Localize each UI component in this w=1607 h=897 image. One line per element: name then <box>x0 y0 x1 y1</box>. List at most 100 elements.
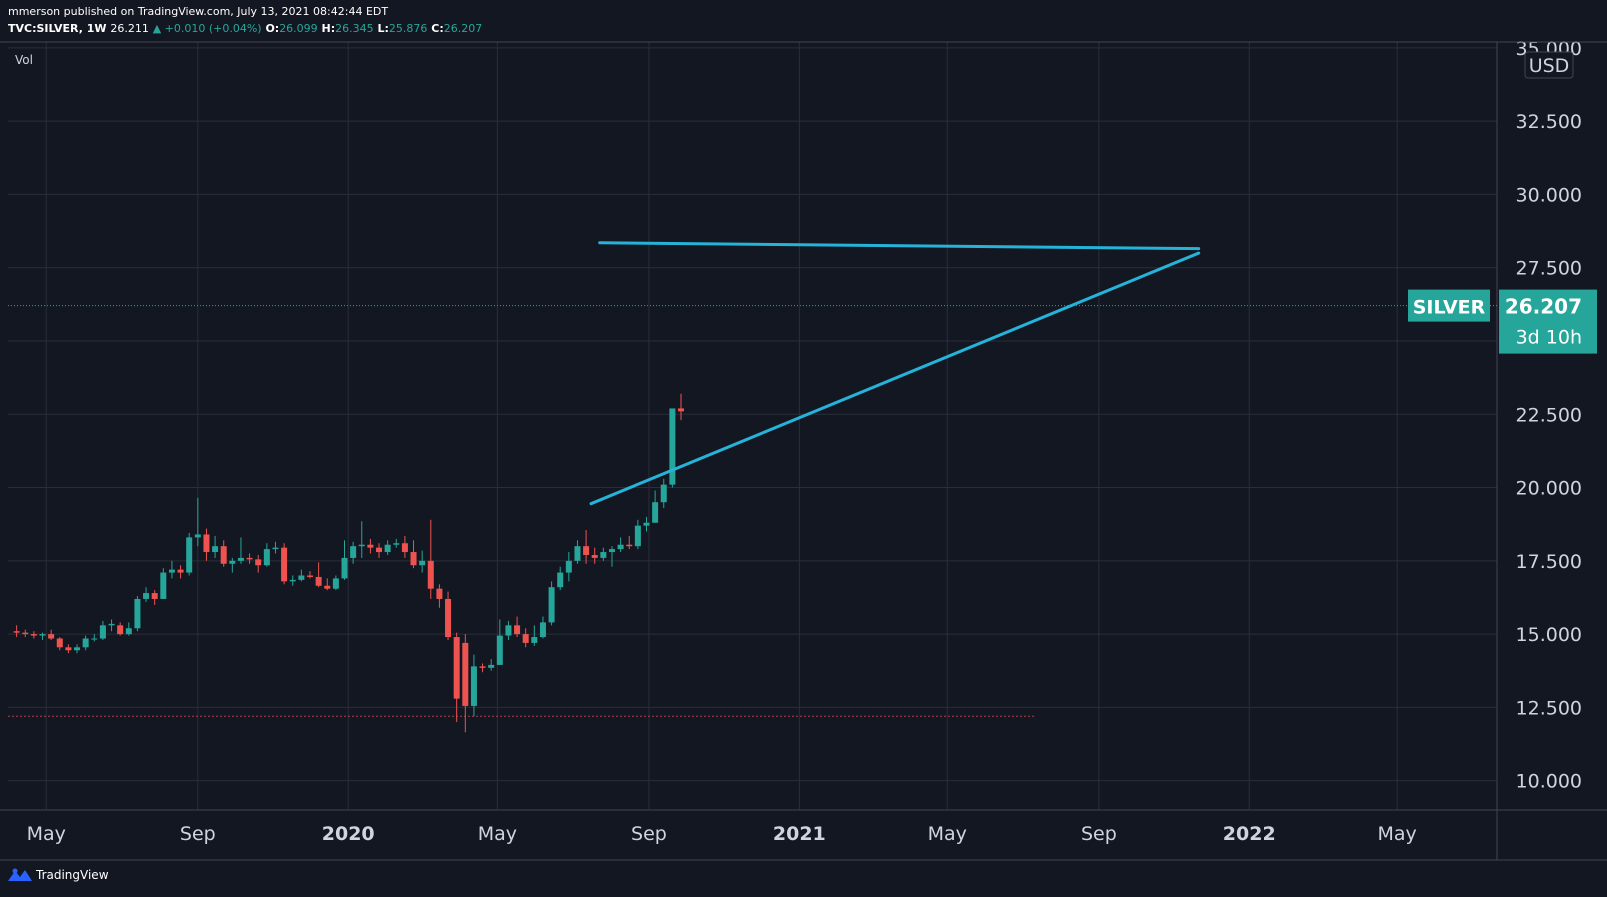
candle-body <box>401 543 408 553</box>
candle-body <box>617 544 624 550</box>
open-value: 26.099 <box>279 22 318 35</box>
resistance-trendline <box>598 241 1201 251</box>
x-tick-label: May <box>1378 823 1417 845</box>
candle-body <box>30 634 37 636</box>
y-tick-label: 30.000 <box>1516 184 1582 206</box>
candle-body <box>306 575 313 577</box>
candle-body <box>600 552 607 558</box>
candle-body <box>583 546 590 555</box>
candle-body <box>514 625 521 635</box>
candle-body <box>99 625 106 639</box>
currency-label: USD <box>1529 55 1570 77</box>
high-label: H: <box>321 22 336 35</box>
x-tick-label: 2022 <box>1223 823 1276 845</box>
candle-body <box>608 549 615 553</box>
candle-body <box>125 628 132 635</box>
x-tick-label: 2021 <box>773 823 826 845</box>
candle-body <box>168 569 175 573</box>
candle-body <box>324 585 331 589</box>
candle-body <box>341 557 348 579</box>
candle-body <box>246 557 253 560</box>
currency-badge <box>1524 51 1574 79</box>
candle-body <box>48 634 55 639</box>
candle-body <box>143 593 150 599</box>
x-tick-label: May <box>478 823 517 845</box>
symbol-label: TVC:SILVER, 1W <box>8 22 107 35</box>
y-tick-label: 12.500 <box>1516 697 1582 719</box>
candle-body <box>272 547 279 550</box>
candle-body <box>203 534 210 553</box>
candle-body <box>255 559 262 566</box>
change-value: ▲ +0.010 (+0.04%) <box>152 22 262 35</box>
candle-body <box>660 484 667 503</box>
support-trendline <box>589 251 1201 506</box>
candle-body <box>376 547 383 553</box>
candle-body <box>56 638 63 648</box>
candle-body <box>470 666 477 706</box>
candle-body <box>108 623 115 626</box>
x-tick-label: Sep <box>1081 823 1117 845</box>
candle-body <box>65 647 72 651</box>
y-tick-label: 15.000 <box>1516 624 1582 646</box>
y-tick-label: 27.500 <box>1516 258 1582 280</box>
candle-body <box>22 632 29 635</box>
candle-body <box>384 544 391 553</box>
x-tick-label: 2020 <box>322 823 375 845</box>
ohlc-legend: TVC:SILVER, 1W 26.211 ▲ +0.010 (+0.04%) … <box>8 22 482 35</box>
y-tick-label: 22.500 <box>1516 404 1582 426</box>
candle-body <box>591 554 598 558</box>
pane-label: Vol <box>15 53 33 67</box>
last-price-label: 26.207 <box>1505 295 1582 319</box>
candle-body <box>91 638 98 640</box>
candle-body <box>557 572 564 588</box>
candle-body <box>410 552 417 566</box>
candle-body <box>419 560 426 566</box>
bar-countdown-label: 3d 10h <box>1516 327 1582 349</box>
close-label: C: <box>431 22 444 35</box>
candle-body <box>160 572 167 599</box>
candle-body <box>522 634 529 643</box>
candle-body <box>194 534 201 538</box>
candle-body <box>436 588 443 599</box>
brand-name: TradingView <box>36 868 109 882</box>
candle-body <box>643 522 650 526</box>
candle-body <box>548 587 555 623</box>
candle-body <box>505 625 512 636</box>
candle-body <box>539 622 546 638</box>
candle-body <box>367 544 374 548</box>
candle-body <box>634 525 641 547</box>
candle-body <box>531 637 538 643</box>
candle-body <box>574 546 581 561</box>
open-label: O: <box>265 22 280 35</box>
candle-body <box>652 502 659 523</box>
x-tick-label: Sep <box>631 823 667 845</box>
candle-body <box>479 666 486 668</box>
candle-body <box>678 408 685 412</box>
candle-body <box>453 637 460 699</box>
candle-body <box>134 598 141 629</box>
candle-body <box>669 408 676 485</box>
candle-body <box>117 625 124 635</box>
symbol-badge <box>1408 289 1490 322</box>
candle-body <box>462 642 469 706</box>
candle-body <box>237 557 244 561</box>
candle-body <box>350 546 357 558</box>
candle-body <box>393 543 400 545</box>
candle-body <box>332 578 339 589</box>
x-tick-label: May <box>928 823 967 845</box>
candle-body <box>315 576 322 586</box>
candle-body <box>626 544 633 547</box>
low-label: L: <box>377 22 389 35</box>
candle-body <box>496 635 503 665</box>
candle-body <box>488 664 495 668</box>
candle-body <box>263 549 270 566</box>
candle-body <box>220 546 227 564</box>
low-value: 25.876 <box>388 22 428 35</box>
candle-body <box>177 569 184 573</box>
candle-body <box>358 544 365 547</box>
last-value: 26.211 <box>110 22 149 35</box>
candle-body <box>186 537 193 573</box>
y-tick-label: 17.500 <box>1516 551 1582 573</box>
candle-body <box>13 631 20 633</box>
